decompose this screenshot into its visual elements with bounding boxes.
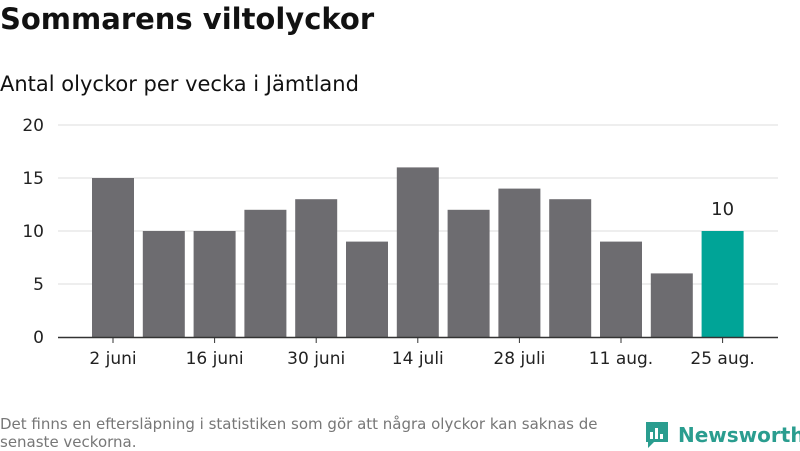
bar <box>447 209 490 337</box>
newsworthy-logo-icon <box>646 422 668 448</box>
y-tick-label: 15 <box>22 169 44 189</box>
bar <box>346 241 388 337</box>
x-tick-label: 30 juni <box>287 349 345 369</box>
bar <box>396 167 439 337</box>
chart-subtitle: Antal olyckor per vecka i Jämtland <box>0 72 359 96</box>
bar <box>498 188 541 337</box>
x-tick-label: 28 juli <box>493 349 545 369</box>
x-tick-label: 25 aug. <box>690 349 754 369</box>
bar <box>650 273 693 337</box>
x-tick-label: 14 juli <box>392 349 444 369</box>
bar <box>92 178 134 337</box>
footnote: Det finns en eftersläpning i statistiken… <box>0 415 598 451</box>
bar <box>549 199 592 337</box>
chart-title: Sommarens viltolyckor <box>0 2 375 36</box>
x-tick-label: 2 juni <box>89 349 136 369</box>
y-tick-label: 10 <box>22 222 44 242</box>
y-tick-label: 20 <box>22 116 44 136</box>
bar-highlight <box>701 231 744 337</box>
data-label: 10 <box>711 199 734 220</box>
bar <box>142 231 185 337</box>
x-tick-label: 11 aug. <box>589 349 653 369</box>
bar-chart: 0 5 10 15 20 10 2 juni 16 juni 30 juni 14 juli 28 … <box>22 116 778 369</box>
bar <box>600 241 642 337</box>
bar <box>244 209 287 337</box>
y-tick-label: 5 <box>33 275 44 295</box>
y-tick-label: 0 <box>33 328 44 348</box>
bar <box>295 199 338 337</box>
brand-name: Newsworthy <box>678 423 800 447</box>
x-tick-label: 16 juni <box>186 349 244 369</box>
bar <box>193 231 236 337</box>
brand-logo[interactable]: Newsworthy <box>644 419 800 451</box>
